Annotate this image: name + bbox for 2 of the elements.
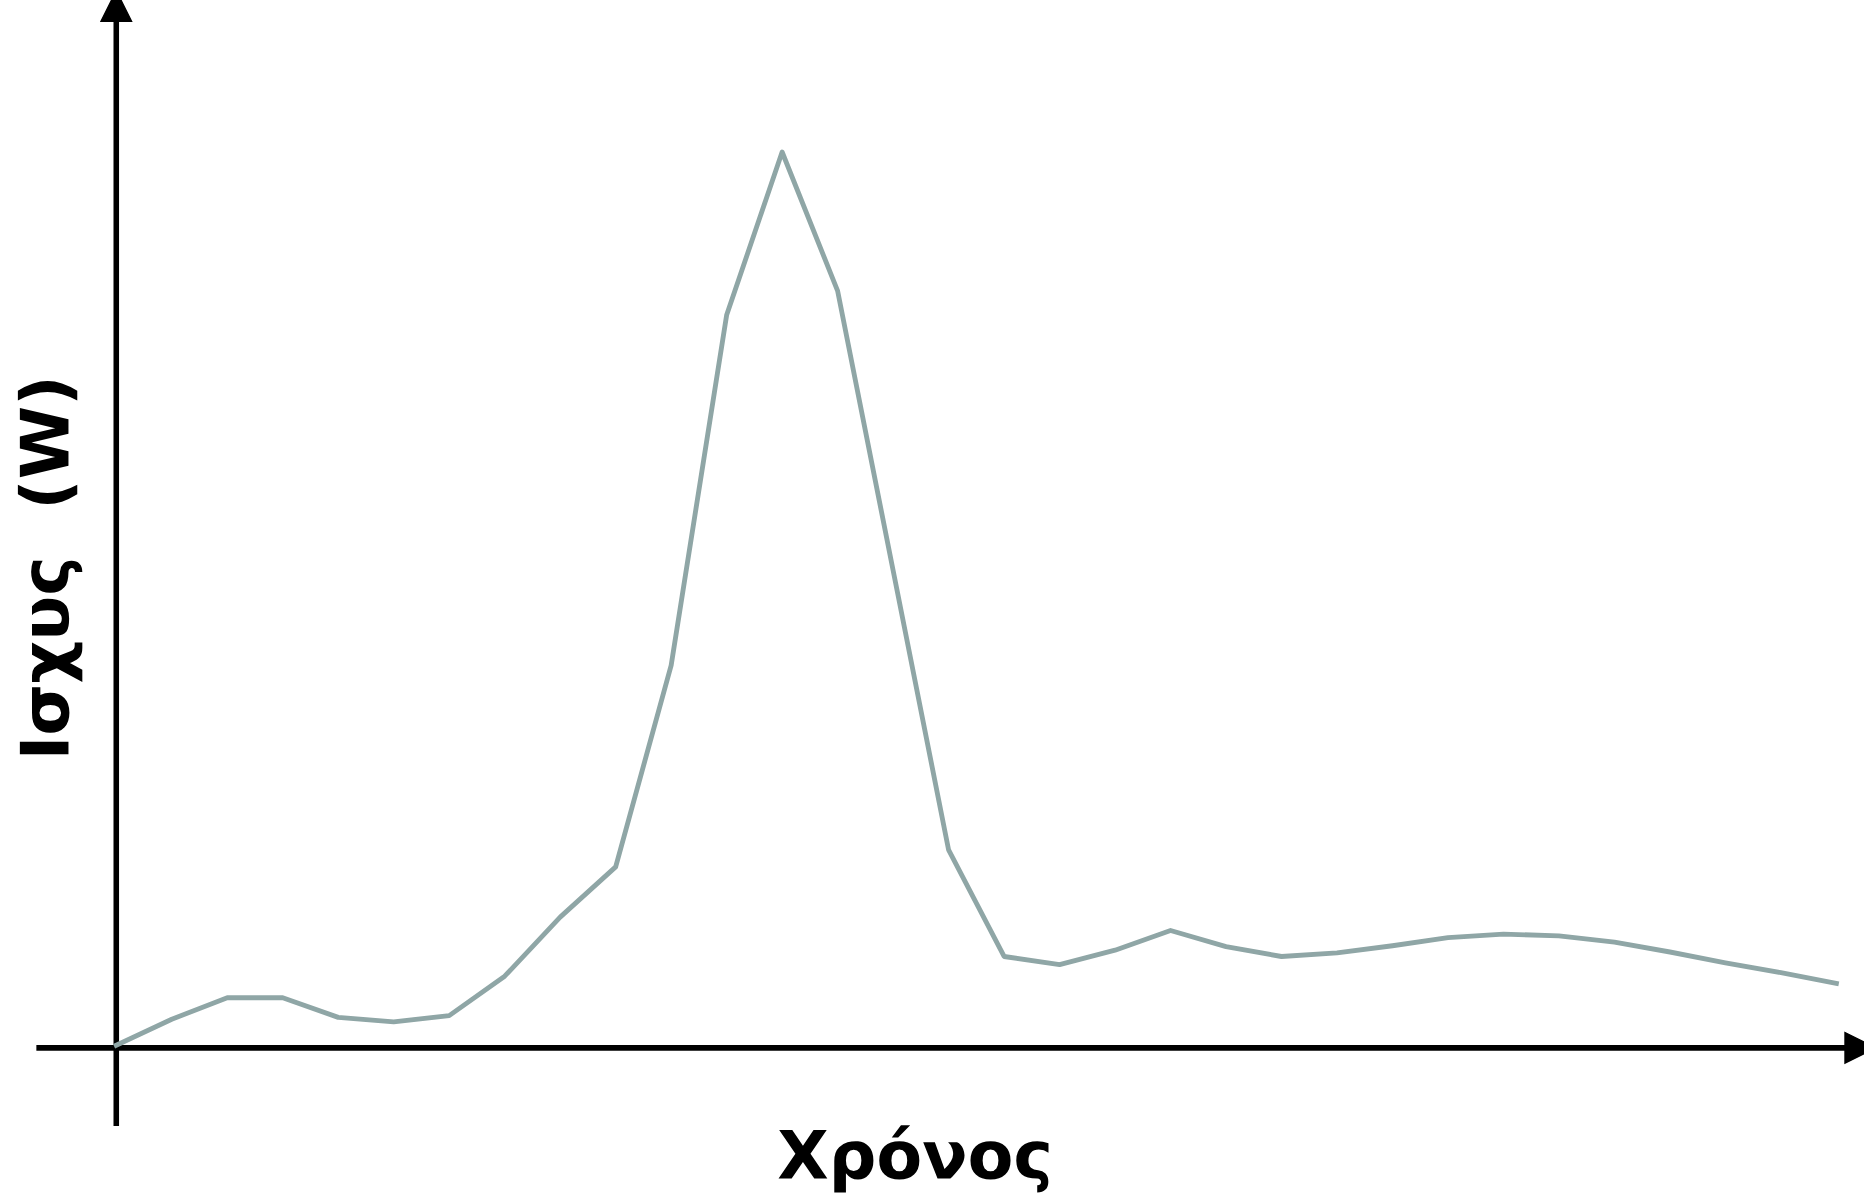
y-axis-title: Ισχυς (W) <box>17 381 83 755</box>
x-axis-title: Χρόνος <box>778 1125 1049 1193</box>
